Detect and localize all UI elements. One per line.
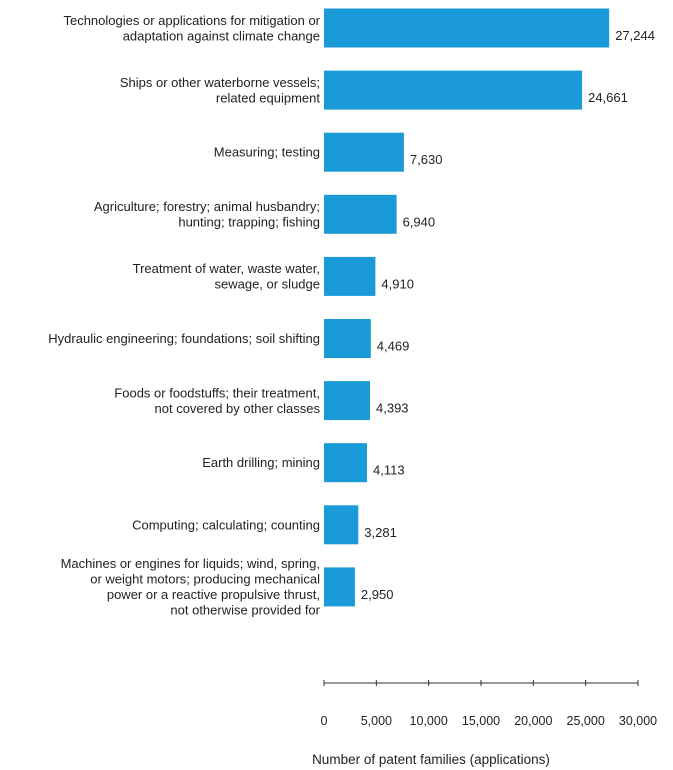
- value-labels: 27,244 24,661 7,630 6,940 4,910 4,469 4,393 4,1…: [361, 28, 655, 602]
- x-tick-label: 15,000: [462, 714, 500, 728]
- category-label-line: hunting; trapping; fishing: [178, 215, 320, 230]
- category-label-line: Earth drilling; mining: [202, 455, 320, 470]
- category-label-line: Technologies or applications for mitigat…: [63, 13, 320, 28]
- bar: [324, 443, 367, 483]
- category-label-line: adaptation against climate change: [123, 28, 320, 43]
- bar: [324, 256, 376, 296]
- category-label: Ships or other waterborne vessels; relate…: [120, 75, 321, 106]
- x-tick-label: 10,000: [410, 714, 448, 728]
- bars: [324, 8, 610, 607]
- category-label: Measuring; testing: [214, 145, 320, 160]
- value-label: 4,910: [381, 276, 414, 291]
- category-label-line: Hydraulic engineering; foundations; soil…: [48, 331, 320, 346]
- value-label: 4,393: [376, 401, 409, 416]
- x-axis-title: Number of patent families (applications): [312, 752, 550, 767]
- x-tick-label: 0: [321, 714, 328, 728]
- category-label-line: or weight motors; producing mechanical: [90, 572, 320, 587]
- category-label-line: Computing; calculating; counting: [132, 517, 320, 532]
- value-label: 27,244: [615, 28, 655, 43]
- category-label: Computing; calculating; counting: [132, 517, 320, 532]
- category-label-line: not covered by other classes: [155, 401, 321, 416]
- x-tick-label: 5,000: [361, 714, 392, 728]
- x-tick-label: 25,000: [567, 714, 605, 728]
- category-label-line: Treatment of water, waste water,: [133, 261, 320, 276]
- bar: [324, 132, 404, 172]
- bar: [324, 505, 359, 545]
- x-tick-label: 30,000: [619, 714, 657, 728]
- category-label: Agriculture; forestry; animal husbandry;…: [94, 199, 320, 230]
- bar: [324, 194, 397, 234]
- category-label: Earth drilling; mining: [202, 455, 320, 470]
- bar: [324, 381, 370, 421]
- category-label-line: sewage, or sludge: [214, 277, 320, 292]
- value-label: 4,469: [377, 339, 410, 354]
- category-label-line: related equipment: [216, 90, 320, 105]
- value-label: 3,281: [364, 525, 397, 540]
- category-label: Machines or engines for liquids; wind, s…: [61, 556, 321, 618]
- bar: [324, 8, 610, 48]
- category-label: Hydraulic engineering; foundations; soil…: [48, 331, 320, 346]
- category-labels: Technologies or applications for mitigat…: [48, 13, 320, 618]
- value-label: 4,113: [373, 463, 405, 478]
- value-label: 7,630: [410, 152, 443, 167]
- category-label: Foods or foodstuffs; their treatment, not…: [114, 385, 320, 416]
- category-label-line: power or a reactive propulsive thrust,: [107, 587, 320, 602]
- category-label-line: Agriculture; forestry; animal husbandry;: [94, 199, 320, 214]
- category-label-line: not otherwise provided for: [170, 603, 320, 618]
- bar: [324, 567, 355, 607]
- value-label: 24,661: [588, 90, 628, 105]
- x-tick-label: 20,000: [514, 714, 552, 728]
- x-axis: 0 5,000 10,000 15,000 20,000 25,000 30,000: [321, 680, 657, 728]
- category-label-line: Ships or other waterborne vessels;: [120, 75, 320, 90]
- value-label: 2,950: [361, 587, 394, 602]
- bar: [324, 70, 583, 110]
- category-label-line: Measuring; testing: [214, 145, 320, 160]
- bar: [324, 319, 371, 358]
- category-label: Technologies or applications for mitigat…: [63, 13, 320, 44]
- category-label-line: Machines or engines for liquids; wind, s…: [61, 556, 320, 571]
- value-label: 6,940: [403, 214, 436, 229]
- category-label-line: Foods or foodstuffs; their treatment,: [114, 385, 320, 400]
- category-label: Treatment of water, waste water, sewage, …: [133, 261, 320, 292]
